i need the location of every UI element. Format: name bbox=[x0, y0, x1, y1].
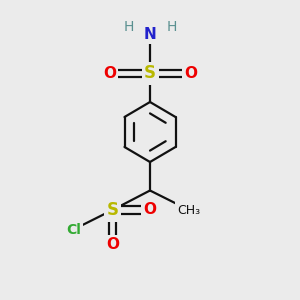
Text: CH₃: CH₃ bbox=[177, 203, 201, 217]
Text: O: O bbox=[143, 202, 157, 217]
Text: O: O bbox=[103, 66, 116, 81]
Text: O: O bbox=[106, 237, 119, 252]
Text: S: S bbox=[144, 64, 156, 82]
Text: H: H bbox=[123, 20, 134, 34]
Text: Cl: Cl bbox=[66, 223, 81, 236]
Text: S: S bbox=[106, 201, 119, 219]
Text: N: N bbox=[144, 27, 156, 42]
Text: O: O bbox=[184, 66, 197, 81]
Text: H: H bbox=[167, 20, 177, 34]
